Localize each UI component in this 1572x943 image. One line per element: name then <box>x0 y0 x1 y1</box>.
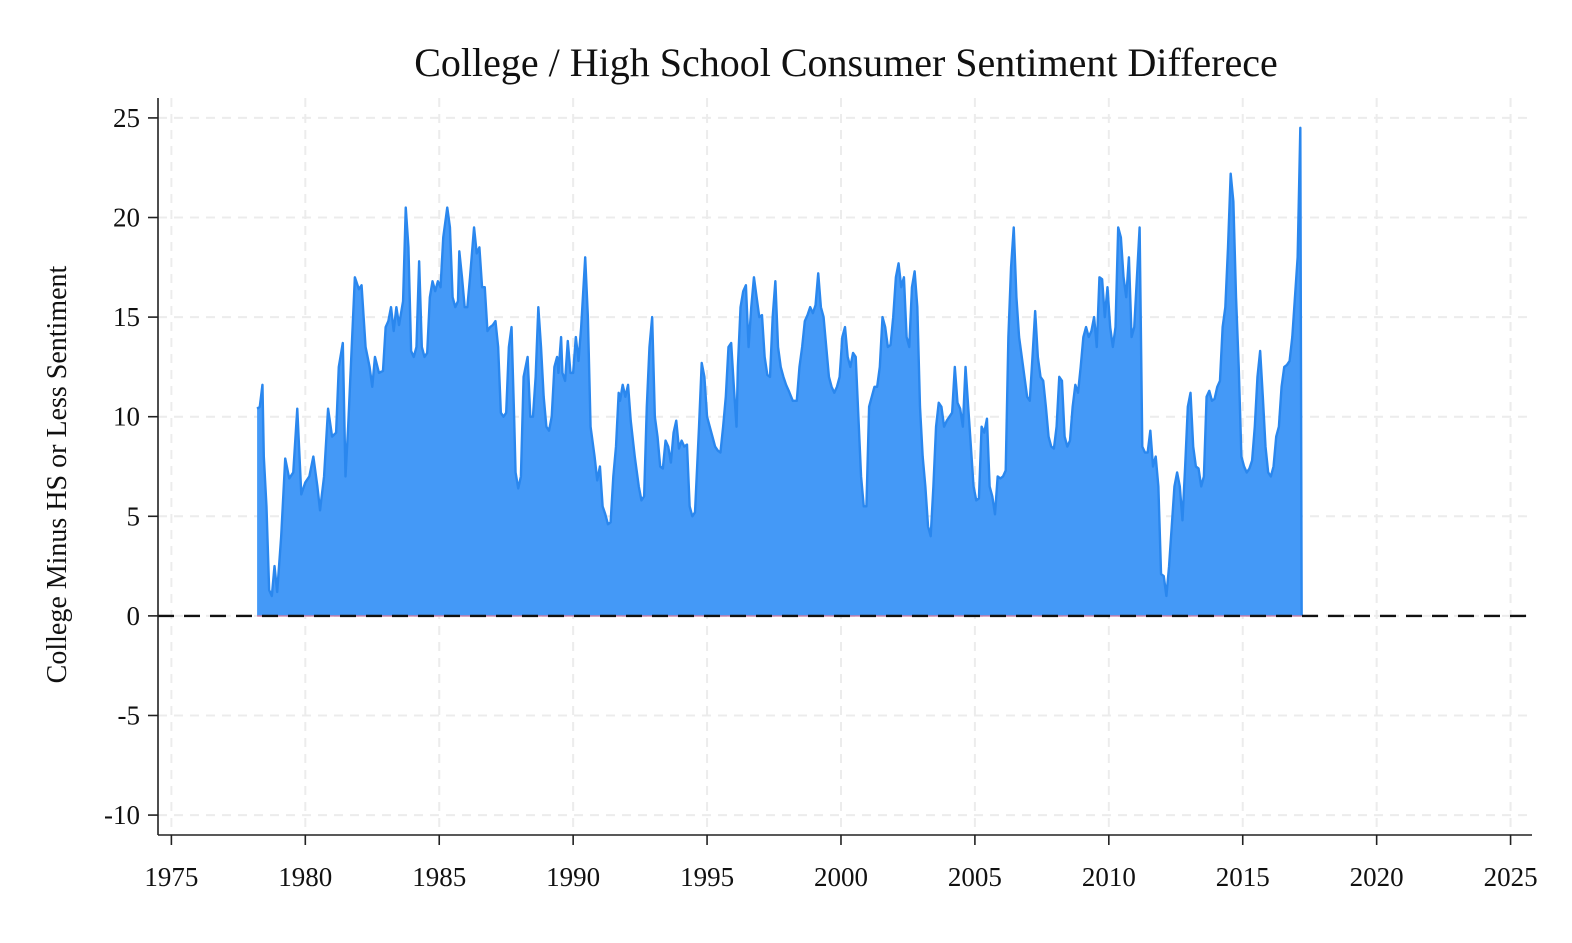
x-tick-label-1995: 1995 <box>680 862 734 892</box>
positive-area <box>257 127 1302 616</box>
y-tick-label-15: 15 <box>113 302 140 332</box>
y-axis-label: College Minus HS or Less Sentiment <box>42 265 73 683</box>
y-tick-label-10: 10 <box>113 402 140 432</box>
x-tick-label-2015: 2015 <box>1216 862 1270 892</box>
y-tick-label--5: -5 <box>118 700 141 730</box>
y-tick-label-5: 5 <box>127 501 141 531</box>
chart-title: College / High School Consumer Sentiment… <box>414 40 1278 85</box>
x-tick-label-2010: 2010 <box>1082 862 1136 892</box>
x-tick-label-1975: 1975 <box>144 862 198 892</box>
y-tick-label-0: 0 <box>127 601 141 631</box>
y-tick-label--10: -10 <box>104 800 140 830</box>
x-tick-label-1980: 1980 <box>278 862 332 892</box>
x-tick-label-1990: 1990 <box>546 862 600 892</box>
y-tick-label-20: 20 <box>113 203 140 233</box>
x-tick-label-2000: 2000 <box>814 862 868 892</box>
positive-area-outline <box>256 126 1303 616</box>
x-tick-label-2025: 2025 <box>1484 862 1538 892</box>
area-layer <box>256 126 1303 617</box>
x-tick-label-2020: 2020 <box>1350 862 1404 892</box>
x-tick-label-1985: 1985 <box>412 862 466 892</box>
x-tick-label-2005: 2005 <box>948 862 1002 892</box>
y-tick-label-25: 25 <box>113 103 140 133</box>
